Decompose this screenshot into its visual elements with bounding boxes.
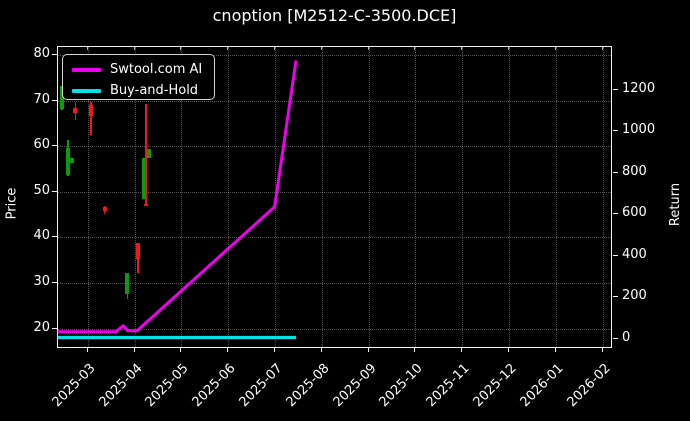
gridline-vertical — [555, 47, 557, 347]
y-axis-tick-left — [52, 145, 57, 147]
x-tick-label: 2026-01 — [517, 361, 567, 411]
gridline-horizontal — [58, 55, 611, 57]
gridline-horizontal — [58, 146, 611, 148]
y-axis-tick-left — [52, 327, 57, 329]
y-tick-label-left: 50 — [33, 182, 50, 198]
candle-body — [136, 243, 141, 260]
gridline-horizontal — [58, 237, 611, 239]
x-tick-label: 2026-02 — [564, 361, 614, 411]
y-axis-label-right: Return — [668, 182, 684, 227]
x-tick-label: 2025-11 — [423, 361, 473, 411]
x-tick-label: 2025-12 — [470, 361, 520, 411]
legend-item-hold: Buy-and-Hold — [63, 81, 214, 101]
y-tick-label-left: 20 — [33, 319, 50, 335]
ai-line-sample — [72, 68, 101, 72]
gridline-horizontal — [58, 282, 611, 284]
legend-label-ai: Swtool.com AI — [110, 62, 203, 77]
gridline-vertical — [509, 47, 511, 347]
candle-body — [146, 149, 151, 159]
x-axis-tick-top — [180, 47, 182, 50]
y-tick-label-right: 400 — [622, 246, 647, 262]
y-axis-tick-left — [52, 99, 57, 101]
x-tick-label: 2025-06 — [189, 361, 239, 411]
y-tick-label-left: 30 — [33, 273, 50, 289]
legend-item-ai: Swtool.com AI — [63, 60, 214, 80]
x-axis-tick — [461, 348, 463, 352]
y-tick-label-left: 40 — [33, 228, 50, 244]
y-axis-tick-right — [613, 88, 618, 90]
hold-line-sample — [72, 89, 101, 93]
x-axis-tick-top — [273, 47, 275, 50]
x-axis-tick — [180, 348, 182, 352]
y-axis-tick-left — [52, 236, 57, 238]
gridline-vertical — [321, 47, 323, 347]
legend: Swtool.com AI Buy-and-Hold — [62, 54, 215, 100]
candle-body — [70, 158, 75, 164]
x-tick-label: 2025-10 — [377, 361, 427, 411]
x-axis-tick — [133, 348, 135, 352]
x-axis-tick-top — [508, 47, 510, 50]
gridline-vertical — [228, 47, 230, 347]
candle-body — [125, 273, 130, 295]
x-tick-label: 2025-05 — [142, 361, 192, 411]
x-axis-tick-top — [414, 47, 416, 50]
y-tick-label-left: 70 — [33, 91, 50, 107]
candle-body — [143, 204, 148, 207]
x-tick-label: 2025-08 — [283, 361, 333, 411]
y-tick-label-right: 200 — [622, 288, 647, 303]
candle-body — [88, 105, 93, 117]
x-axis-tick — [554, 348, 556, 352]
x-axis-tick-top — [86, 47, 88, 50]
x-axis-tick — [601, 348, 603, 352]
x-axis-tick — [320, 348, 322, 352]
y-axis-tick-right — [613, 254, 618, 256]
y-axis-tick-left — [52, 281, 57, 283]
gridline-vertical — [462, 47, 464, 347]
legend-label-hold: Buy-and-Hold — [110, 83, 199, 98]
gridline-vertical — [368, 47, 370, 347]
y-tick-label-right: 600 — [622, 205, 647, 220]
x-axis-tick — [227, 348, 229, 352]
x-tick-label: 2025-04 — [96, 361, 146, 411]
y-tick-label-right: 800 — [622, 163, 647, 179]
y-axis-tick-right — [613, 337, 618, 339]
y-axis-tick-right — [613, 130, 618, 131]
y-tick-label-right: 0 — [622, 329, 631, 345]
x-axis-tick — [414, 348, 416, 352]
gridline-vertical — [274, 47, 276, 347]
candle-body — [102, 206, 107, 211]
x-tick-label: 2025-07 — [236, 361, 286, 411]
y-axis-tick-left — [52, 190, 57, 192]
gridline-horizontal — [58, 100, 611, 102]
x-axis-tick-top — [227, 47, 229, 50]
x-axis-tick-top — [133, 47, 135, 50]
x-axis-tick-top — [461, 47, 463, 50]
gridline-vertical — [415, 47, 417, 347]
chart-title: cnoption [M2512-C-3500.DCE] — [212, 6, 457, 25]
x-axis-tick — [86, 348, 88, 352]
candle-body — [73, 107, 78, 114]
gridline-horizontal — [58, 328, 611, 330]
y-axis-tick-right — [613, 171, 618, 173]
y-axis-tick-left — [52, 54, 57, 56]
gridline-vertical — [602, 47, 604, 347]
x-tick-label: 2025-03 — [49, 361, 99, 411]
x-axis-tick — [273, 348, 275, 352]
y-axis-tick-right — [613, 213, 618, 214]
x-axis-tick-top — [367, 47, 369, 50]
y-tick-label-left: 60 — [33, 137, 50, 153]
x-axis-tick-top — [601, 47, 603, 50]
x-tick-label: 2025-09 — [330, 361, 380, 411]
candle-body — [65, 148, 70, 176]
x-axis-tick — [508, 348, 510, 352]
gridline-horizontal — [58, 191, 611, 193]
y-tick-label-left: 80 — [33, 46, 50, 62]
x-axis-tick-top — [554, 47, 556, 50]
y-axis-tick-right — [613, 296, 618, 297]
y-tick-label-right: 1200 — [622, 80, 656, 96]
y-tick-label-right: 1000 — [622, 122, 656, 137]
x-axis-tick-top — [320, 47, 322, 50]
x-axis-tick — [367, 348, 369, 352]
